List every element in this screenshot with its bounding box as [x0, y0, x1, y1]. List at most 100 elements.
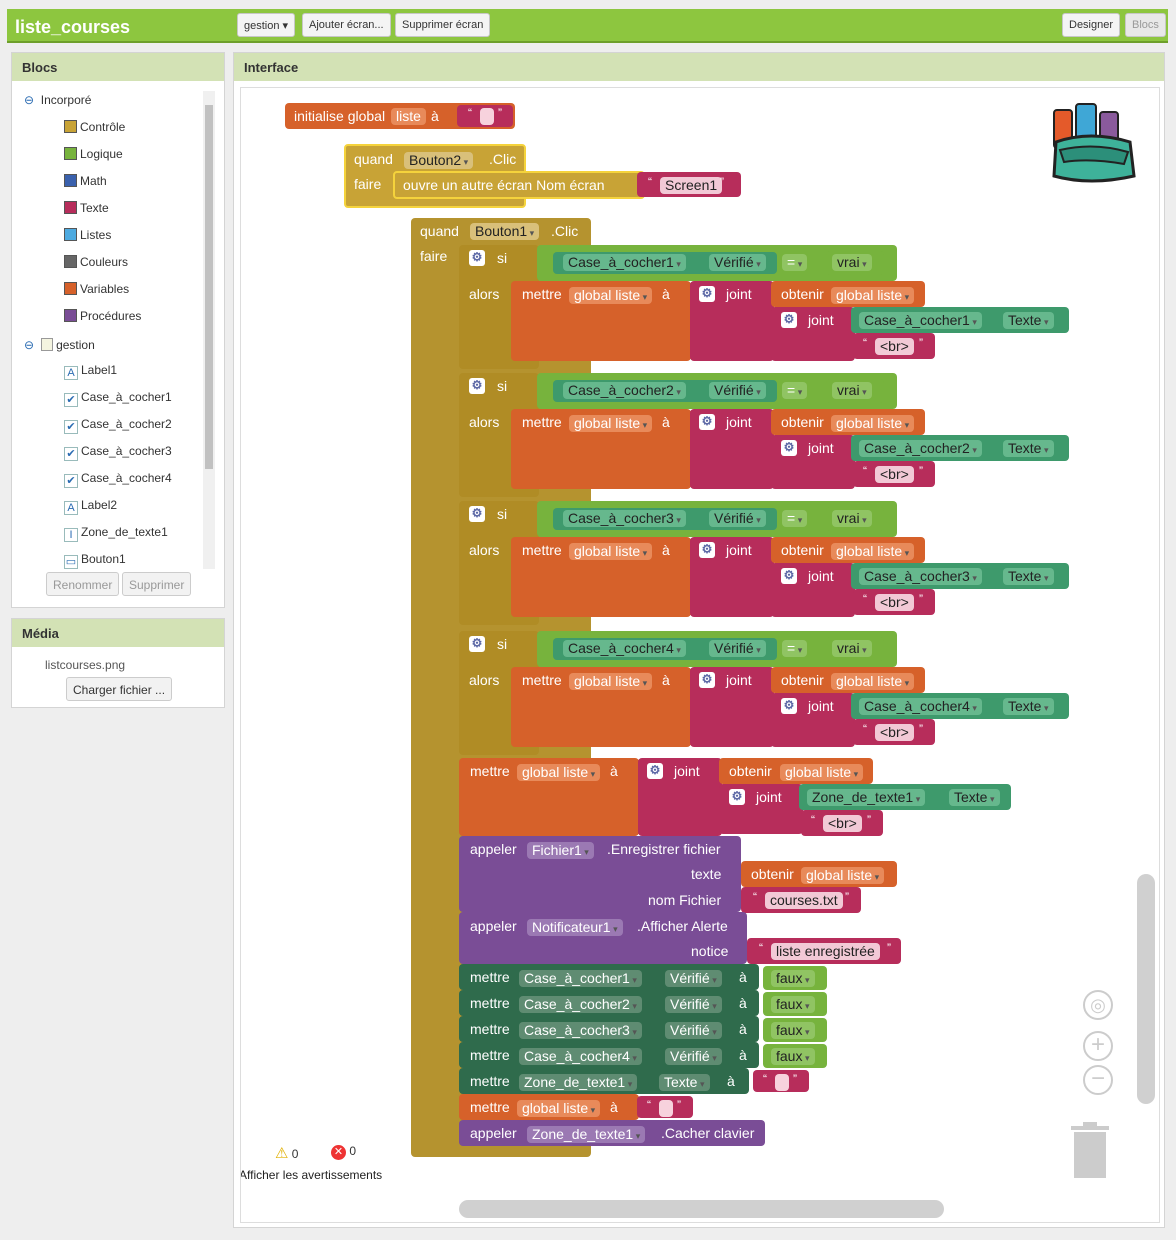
mutator-gear-icon[interactable]: ⚙ [647, 763, 663, 779]
checkbox-dropdown[interactable]: Case_à_cocher4 [563, 640, 686, 657]
global-var-dropdown[interactable]: global liste [569, 415, 653, 432]
property-dropdown[interactable]: Vérifié [709, 382, 766, 399]
component-item[interactable]: I Zone_de_texte1 [64, 525, 168, 545]
add-screen-button[interactable]: Ajouter écran... [302, 13, 391, 37]
mutator-gear-icon[interactable]: ⚙ [699, 672, 715, 688]
textbox-dropdown[interactable]: Zone_de_texte1 [527, 1126, 646, 1143]
true-dropdown[interactable]: vrai [832, 510, 872, 527]
mutator-gear-icon[interactable]: ⚙ [469, 250, 485, 266]
global-var-dropdown[interactable]: global liste [831, 543, 915, 560]
checkbox-dropdown[interactable]: Case_à_cocher2 [519, 996, 642, 1013]
mutator-gear-icon[interactable]: ⚙ [699, 414, 715, 430]
property-dropdown[interactable]: Texte [1003, 568, 1054, 585]
property-dropdown[interactable]: Vérifié [709, 254, 766, 271]
upload-button[interactable]: Charger fichier ... [66, 677, 173, 701]
checkbox-dropdown[interactable]: Case_à_cocher1 [859, 312, 982, 329]
var-name-field[interactable]: liste [391, 108, 426, 125]
operator-dropdown[interactable]: = [782, 254, 808, 271]
component-item[interactable]: ✔ Case_à_cocher4 [64, 471, 172, 491]
global-var-dropdown[interactable]: global liste [517, 764, 601, 781]
checkbox-dropdown[interactable]: Case_à_cocher4 [859, 698, 982, 715]
checkbox-dropdown[interactable]: Case_à_cocher2 [859, 440, 982, 457]
checkbox-dropdown[interactable]: Case_à_cocher3 [519, 1022, 642, 1039]
builtin-item[interactable]: Procédures [64, 309, 141, 329]
mutator-gear-icon[interactable]: ⚙ [729, 789, 745, 805]
checkbox-dropdown[interactable]: Case_à_cocher1 [563, 254, 686, 271]
mutator-gear-icon[interactable]: ⚙ [781, 312, 797, 328]
horizontal-scrollbar[interactable] [459, 1200, 944, 1218]
component-item[interactable]: ✔ Case_à_cocher1 [64, 390, 172, 410]
global-var-dropdown[interactable]: global liste [569, 543, 653, 560]
builtin-node[interactable]: ⊖ Incorporé [24, 93, 91, 113]
property-dropdown[interactable]: Vérifié [665, 970, 722, 987]
property-dropdown[interactable]: Texte [949, 789, 1000, 806]
open-screen-block[interactable] [393, 171, 645, 199]
global-var-dropdown[interactable]: global liste [831, 673, 915, 690]
false-dropdown[interactable]: faux [771, 1048, 815, 1065]
builtin-item[interactable]: Listes [64, 228, 111, 248]
screen-selector[interactable]: gestion ▾ [237, 13, 296, 37]
builtin-item[interactable]: Math [64, 174, 107, 194]
center-icon[interactable]: ◎ [1083, 990, 1113, 1020]
builtin-item[interactable]: Texte [64, 201, 109, 221]
property-dropdown[interactable]: Vérifié [665, 1048, 722, 1065]
filename-field[interactable]: courses.txt [765, 892, 843, 909]
remove-screen-button[interactable]: Supprimer écran [395, 13, 491, 37]
global-var-dropdown[interactable]: global liste [801, 867, 885, 884]
component-item[interactable]: ✔ Case_à_cocher2 [64, 417, 172, 437]
collapse-icon[interactable]: ⊖ [24, 338, 35, 352]
collapse-icon[interactable]: ⊖ [24, 93, 35, 107]
mutator-gear-icon[interactable]: ⚙ [781, 568, 797, 584]
rename-button[interactable]: Renommer [46, 572, 120, 596]
checkbox-dropdown[interactable]: Case_à_cocher4 [519, 1048, 642, 1065]
false-dropdown[interactable]: faux [771, 996, 815, 1013]
false-dropdown[interactable]: faux [771, 970, 815, 987]
bouton2-dropdown[interactable]: Bouton2 [404, 152, 474, 169]
true-dropdown[interactable]: vrai [832, 640, 872, 657]
textbox-dropdown[interactable]: Zone_de_texte1 [807, 789, 926, 806]
builtin-item[interactable]: Couleurs [64, 255, 128, 275]
zoom-in-icon[interactable]: + [1083, 1031, 1113, 1061]
alert-message-field[interactable]: liste enregistrée [771, 943, 880, 960]
component-item[interactable]: A Label1 [64, 363, 117, 383]
screen-name-field[interactable]: Screen1 [660, 177, 723, 194]
blocks-button[interactable]: Blocs [1125, 13, 1166, 37]
component-item[interactable]: A Label2 [64, 498, 117, 518]
empty-text-field[interactable] [659, 1100, 673, 1117]
empty-text-field[interactable] [775, 1074, 789, 1091]
global-var-dropdown[interactable]: global liste [569, 287, 653, 304]
br-field[interactable]: <br> [875, 724, 914, 741]
delete-button[interactable]: Supprimer [122, 572, 192, 596]
br-field[interactable]: <br> [875, 594, 914, 611]
save-file-call[interactable] [459, 836, 741, 912]
true-dropdown[interactable]: vrai [832, 382, 872, 399]
mutator-gear-icon[interactable]: ⚙ [781, 698, 797, 714]
backpack-icon[interactable] [1050, 100, 1140, 184]
mutator-gear-icon[interactable]: ⚙ [699, 542, 715, 558]
error-indicator[interactable]: ✕ 0 [331, 1144, 356, 1160]
global-var-dropdown[interactable]: global liste [517, 1100, 601, 1117]
mutator-gear-icon[interactable]: ⚙ [469, 506, 485, 522]
operator-dropdown[interactable]: = [782, 382, 808, 399]
media-file[interactable]: listcourses.png [45, 658, 126, 672]
builtin-item[interactable]: Variables [64, 282, 129, 302]
mutator-gear-icon[interactable]: ⚙ [781, 440, 797, 456]
component-item[interactable]: ▭ Bouton1 [64, 552, 126, 572]
scrollbar-thumb[interactable] [205, 105, 213, 469]
show-warnings-toggle[interactable]: Afficher les avertissements [240, 1168, 383, 1182]
textbox-dropdown[interactable]: Zone_de_texte1 [519, 1074, 638, 1091]
mutator-gear-icon[interactable]: ⚙ [699, 286, 715, 302]
empty-text-field[interactable] [480, 108, 494, 125]
property-dropdown[interactable]: Texte [659, 1074, 710, 1091]
property-dropdown[interactable]: Texte [1003, 312, 1054, 329]
screen-node[interactable]: ⊖ gestion [24, 338, 95, 358]
notifier-dropdown[interactable]: Notificateur1 [527, 919, 623, 936]
property-dropdown[interactable]: Texte [1003, 440, 1054, 457]
global-var-dropdown[interactable]: global liste [831, 287, 915, 304]
bouton1-dropdown[interactable]: Bouton1 [470, 223, 540, 240]
designer-button[interactable]: Designer [1062, 13, 1121, 37]
tree-scrollbar[interactable] [203, 91, 215, 569]
mutator-gear-icon[interactable]: ⚙ [469, 636, 485, 652]
property-dropdown[interactable]: Vérifié [665, 1022, 722, 1039]
global-var-dropdown[interactable]: global liste [780, 764, 864, 781]
